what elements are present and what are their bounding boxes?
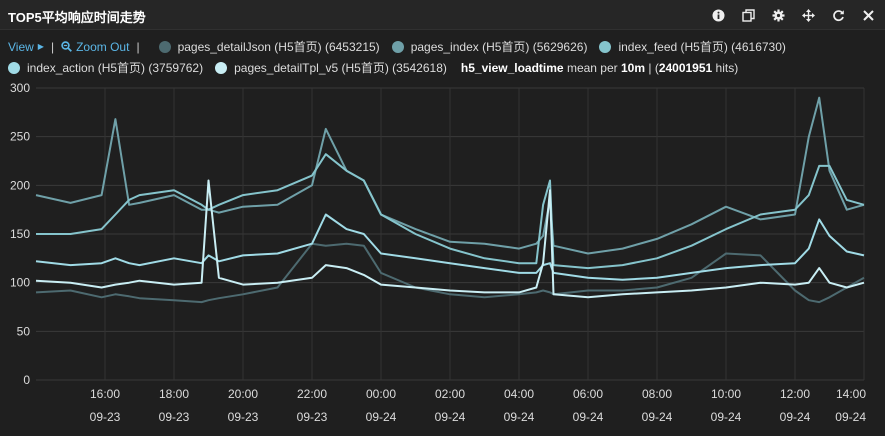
gear-icon[interactable] (769, 6, 787, 24)
x-tick-time: 06:00 (573, 387, 603, 401)
duplicate-icon[interactable] (739, 6, 757, 24)
series-line (36, 153, 865, 270)
x-tick-date: 09-24 (573, 410, 604, 424)
mean-per-text: mean per (566, 60, 618, 75)
series-color-dot (599, 40, 612, 53)
interval-value: 10m (621, 60, 646, 75)
y-tick-label: 300 (10, 81, 30, 95)
legend-item[interactable]: pages_detailTpl_v5 (H5首页) (3542618) (215, 58, 447, 78)
legend-label: pages_detailTpl_v5 (H5首页) (3542618) (234, 60, 447, 75)
legend-label: pages_index (H5首页) (5629626) (410, 39, 588, 54)
info-icon[interactable] (709, 6, 727, 24)
legend-row-1: View ▶ | Zoom Out | pages_detailJson (H5首… (8, 36, 878, 57)
legend-item[interactable]: pages_detailJson (H5首页) (6453215) (158, 37, 380, 57)
refresh-icon[interactable] (829, 6, 847, 24)
x-tick-time: 04:00 (504, 387, 534, 401)
legend-item[interactable]: index_action (H5首页) (3759762) (8, 58, 203, 78)
x-tick-time: 14:00 (836, 387, 866, 401)
magnifier-icon (61, 41, 73, 52)
panel-toolbar (709, 6, 877, 24)
y-tick-label: 0 (23, 373, 30, 387)
series-color-dot (8, 61, 20, 74)
view-label: View (8, 39, 34, 54)
legend-row-2: index_action (H5首页) (3759762) pages_deta… (8, 57, 878, 78)
divider: | (136, 39, 140, 54)
series-line (35, 242, 865, 304)
divider: | (50, 39, 55, 54)
x-tick-time: 16:00 (90, 387, 120, 401)
panel-title: TOP5平均响应时间走势 (8, 10, 146, 25)
y-tick-label: 150 (10, 227, 30, 241)
x-tick-date: 09-24 (835, 410, 866, 424)
x-tick-time: 10:00 (711, 387, 741, 401)
view-menu-button[interactable]: View ▶ (8, 37, 44, 57)
y-tick-label: 50 (17, 324, 31, 338)
x-tick-date: 09-24 (711, 410, 742, 424)
x-tick-time: 12:00 (780, 387, 810, 401)
y-tick-label: 250 (10, 130, 30, 144)
x-tick-time: 18:00 (159, 387, 189, 401)
series-color-dot (158, 40, 171, 53)
hits-count: 24001951 (658, 60, 713, 75)
x-tick-date: 09-24 (780, 410, 811, 424)
caret-right-icon: ▶ (37, 41, 44, 51)
zoom-out-button[interactable]: Zoom Out (61, 37, 129, 57)
x-tick-date: 09-24 (504, 410, 535, 424)
hits-suffix: hits (715, 60, 735, 75)
legend-label: pages_detailJson (H5首页) (6453215) (177, 39, 380, 54)
series-color-dot (215, 61, 228, 74)
zoom-out-label: Zoom Out (76, 39, 130, 54)
x-tick-time: 20:00 (228, 387, 258, 401)
close-icon[interactable] (859, 6, 877, 24)
x-tick-date: 09-23 (90, 410, 121, 424)
x-tick-date: 09-24 (642, 410, 673, 424)
query-stats: h5_view_loadtime mean per 10m | (2400195… (460, 60, 739, 75)
series-line (35, 179, 865, 299)
x-tick-date: 09-23 (228, 410, 259, 424)
move-icon[interactable] (799, 6, 817, 24)
y-tick-label: 200 (10, 178, 30, 192)
x-tick-time: 00:00 (366, 387, 396, 401)
line-chart[interactable]: 0 50 100 150 200 250 300 16:00 09-23 18:00 09-23 20… (0, 76, 885, 436)
x-tick-date: 09-24 (435, 410, 466, 424)
y-tick-label: 100 (10, 276, 30, 290)
legend-item[interactable]: index_feed (H5首页) (4616730) (599, 37, 786, 57)
series-color-dot (391, 40, 404, 53)
x-tick-date: 09-23 (159, 410, 190, 424)
series-line (35, 96, 865, 255)
x-tick-date: 09-23 (297, 410, 328, 424)
x-tick-date: 09-24 (366, 410, 397, 424)
legend-label: index_action (H5首页) (3759762) (27, 60, 204, 75)
x-tick-time: 08:00 (642, 387, 672, 401)
series-line (35, 213, 865, 281)
legend-label: index_feed (H5首页) (4616730) (618, 39, 786, 54)
chart-legend: View ▶ | Zoom Out | pages_detailJson (H5首… (8, 36, 878, 78)
x-tick-time: 02:00 (435, 387, 465, 401)
metric-name: h5_view_loadtime (460, 60, 564, 75)
x-tick-time: 22:00 (297, 387, 327, 401)
panel-header: TOP5平均响应时间走势 (0, 0, 885, 30)
legend-item[interactable]: pages_index (H5首页) (5629626) (391, 37, 588, 57)
